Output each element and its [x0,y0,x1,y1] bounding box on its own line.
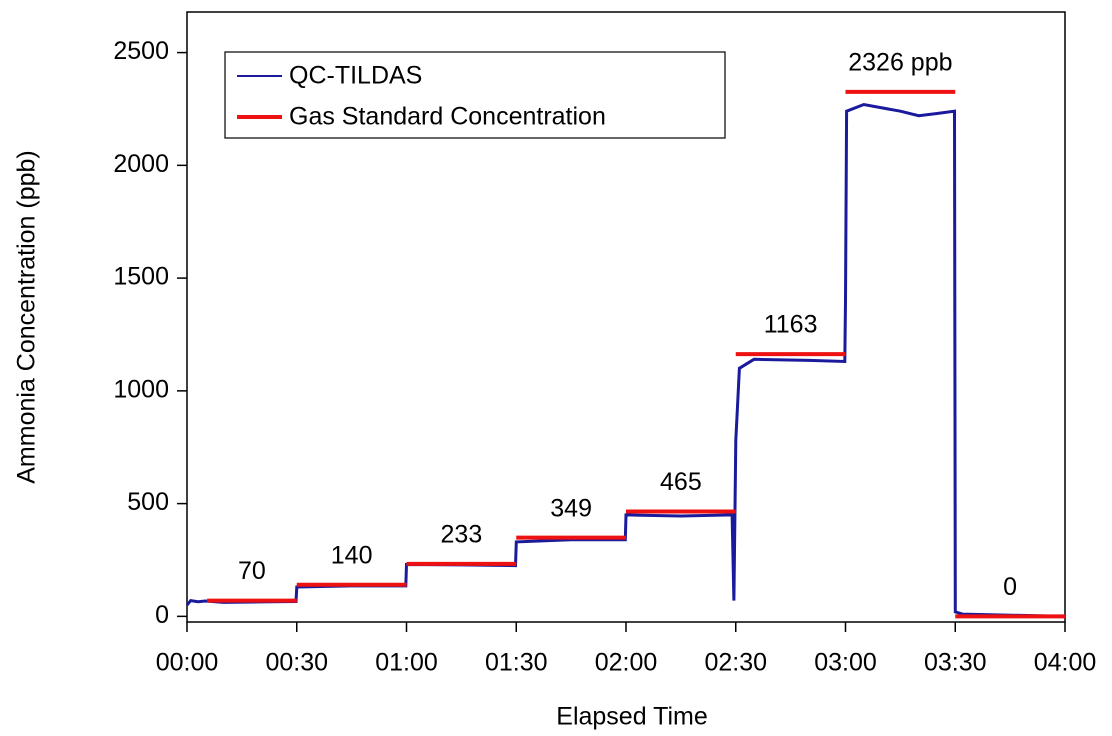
x-tick-label: 01:00 [375,649,438,677]
x-axis-label: Elapsed Time [556,703,707,731]
level-label: 0 [1003,573,1017,601]
legend-box [224,51,726,139]
y-tick-label: 1500 [113,263,169,291]
legend-label: QC-TILDAS [289,62,422,90]
level-label: 140 [331,541,373,569]
level-label: 465 [660,468,702,496]
x-tick-label: 01:30 [485,649,548,677]
y-tick-label: 500 [127,488,169,516]
level-label: 70 [238,557,266,585]
level-label: 233 [441,520,483,548]
x-tick-label: 04:00 [1034,649,1097,677]
x-tick-label: 00:30 [265,649,328,677]
y-tick-label: 0 [155,601,169,629]
y-tick-label: 1000 [113,375,169,403]
legend-label: Gas Standard Concentration [289,103,606,131]
y-axis-label: Ammonia Concentration (ppb) [13,150,41,484]
level-label: 2326 ppb [848,48,952,76]
x-tick-label: 02:30 [704,649,767,677]
y-tick-label: 2000 [113,150,169,178]
level-label: 1163 [764,311,818,339]
x-tick-label: 03:30 [924,649,987,677]
level-label: 349 [550,494,592,522]
x-tick-label: 00:00 [156,649,219,677]
x-tick-label: 03:00 [814,649,877,677]
y-tick-label: 2500 [113,37,169,65]
x-tick-label: 02:00 [595,649,658,677]
